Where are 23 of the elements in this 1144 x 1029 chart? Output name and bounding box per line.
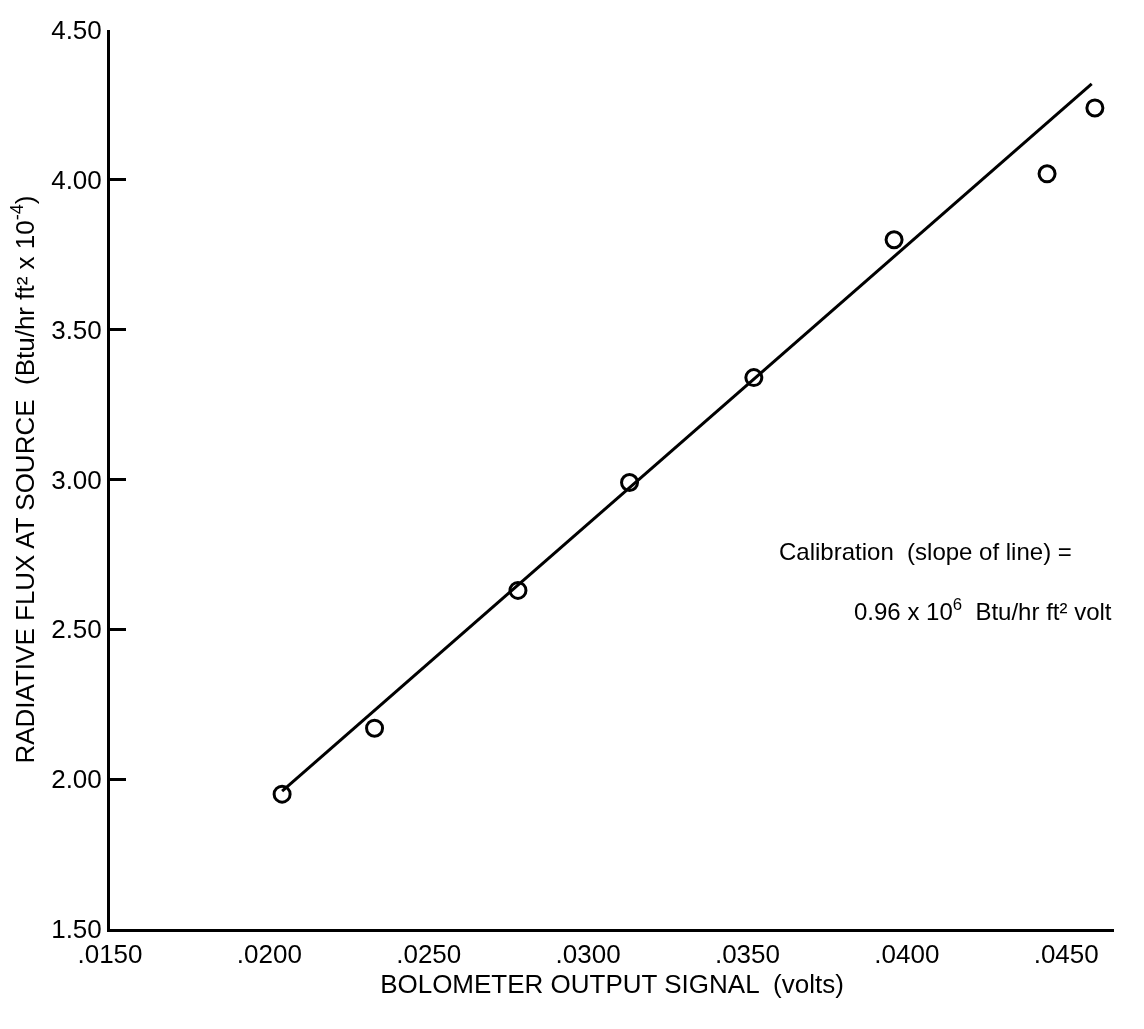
y-tick-label: 4.50 xyxy=(51,15,102,46)
y-tick-label: 3.00 xyxy=(51,464,102,495)
x-tick-label: .0350 xyxy=(714,939,780,970)
point xyxy=(1037,164,1057,184)
x-tick-label: .0200 xyxy=(236,939,302,970)
y-tick-label: 2.00 xyxy=(51,764,102,795)
point xyxy=(884,230,904,250)
point xyxy=(744,368,764,388)
x-tick-label: .0300 xyxy=(555,939,621,970)
point xyxy=(508,580,528,600)
y-tick-label: 3.50 xyxy=(51,314,102,345)
x-axis-title: BOLOMETER OUTPUT SIGNAL (volts) xyxy=(380,969,844,1000)
annotation: Calibration (slope of line) = xyxy=(779,538,1072,565)
point xyxy=(1085,98,1105,118)
point xyxy=(365,718,385,738)
y-tick-label: 2.50 xyxy=(51,614,102,645)
point xyxy=(272,784,292,804)
x-tick-label: .0400 xyxy=(874,939,940,970)
annotation: 0.96 x 10$^{6}$ Btu/hr ft² volt xyxy=(854,595,1112,626)
point xyxy=(620,473,640,492)
x-tick-label: .0450 xyxy=(1033,939,1099,970)
y-tick-label: 4.00 xyxy=(51,164,102,195)
x-tick-label: .0250 xyxy=(396,939,462,970)
